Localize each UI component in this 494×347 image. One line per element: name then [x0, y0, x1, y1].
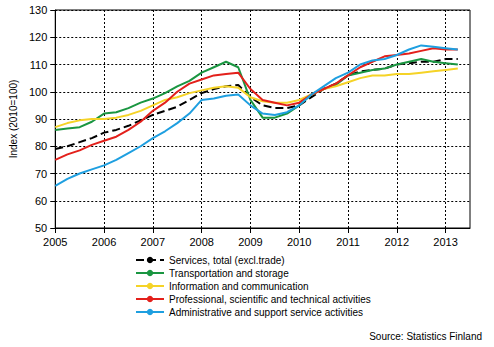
svg-text:100: 100 — [29, 86, 47, 98]
svg-text:Services, total (excl.trade): Services, total (excl.trade) — [169, 255, 285, 266]
svg-text:Professional, scientific and t: Professional, scientific and technical a… — [169, 294, 371, 305]
svg-text:2007: 2007 — [141, 236, 165, 248]
svg-text:2012: 2012 — [385, 236, 409, 248]
svg-text:Administrative and support ser: Administrative and support service activ… — [169, 307, 363, 318]
svg-text:Transportation and storage: Transportation and storage — [169, 268, 289, 279]
svg-text:70: 70 — [35, 168, 47, 180]
svg-text:2006: 2006 — [92, 236, 116, 248]
svg-text:2009: 2009 — [238, 236, 262, 248]
svg-text:Source: Statistics Finland: Source: Statistics Finland — [369, 331, 482, 342]
svg-text:Information and communication: Information and communication — [169, 281, 309, 292]
svg-text:120: 120 — [29, 31, 47, 43]
svg-text:110: 110 — [30, 59, 48, 71]
svg-text:50: 50 — [35, 222, 47, 234]
svg-text:90: 90 — [35, 113, 47, 125]
svg-text:Index (2010=100): Index (2010=100) — [8, 80, 19, 159]
svg-text:2008: 2008 — [189, 236, 213, 248]
svg-text:2013: 2013 — [433, 236, 457, 248]
svg-text:80: 80 — [35, 140, 47, 152]
svg-text:2011: 2011 — [336, 236, 360, 248]
svg-text:60: 60 — [35, 195, 47, 207]
svg-text:130: 130 — [29, 4, 47, 16]
svg-text:2005: 2005 — [43, 236, 67, 248]
svg-text:2010: 2010 — [287, 236, 311, 248]
